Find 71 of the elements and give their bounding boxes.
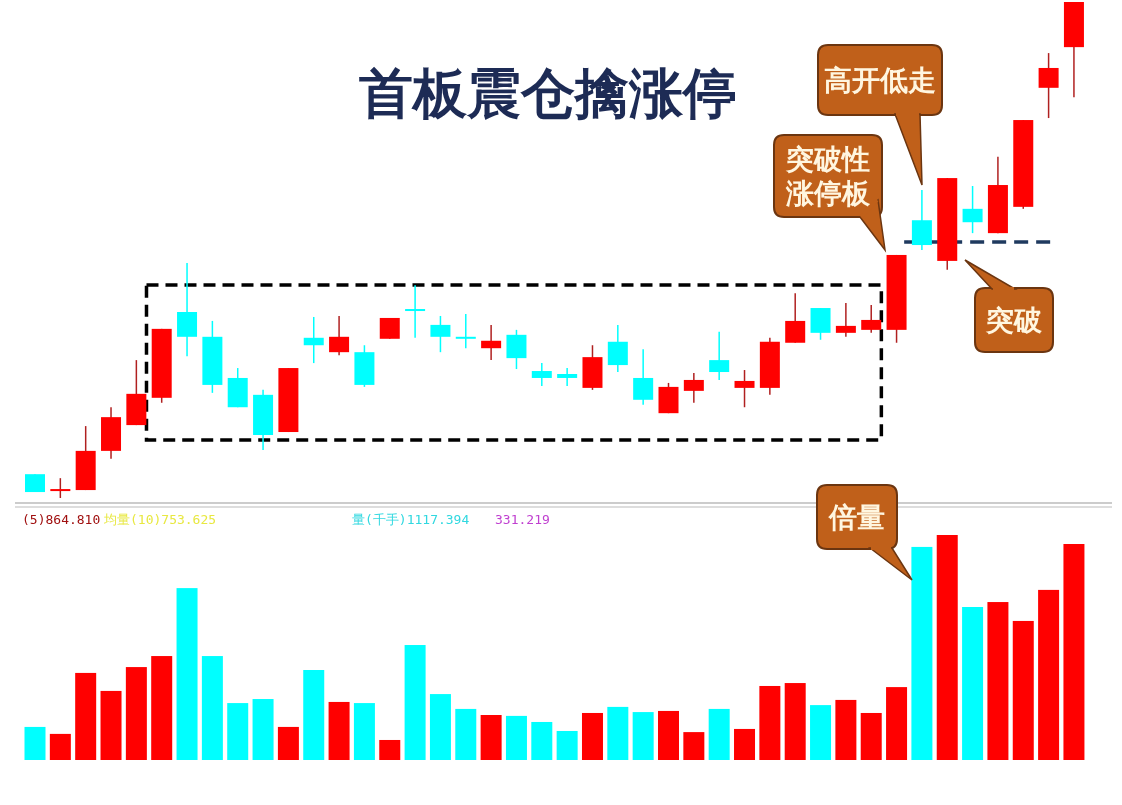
bar <box>303 670 325 760</box>
bar <box>860 712 882 760</box>
bar <box>24 726 46 760</box>
bar <box>328 701 350 760</box>
annotation: 突破性涨停板 <box>785 143 871 210</box>
bar <box>1012 620 1034 760</box>
bar <box>176 588 198 760</box>
bar <box>708 708 730 760</box>
bar <box>353 703 375 760</box>
bar <box>683 732 705 760</box>
candlestick <box>861 304 882 334</box>
bar <box>987 602 1009 760</box>
bar <box>886 687 908 760</box>
candlestick <box>455 313 476 349</box>
candlestick <box>633 348 654 406</box>
candlestick <box>303 316 324 364</box>
bar <box>784 683 806 760</box>
bar <box>201 656 223 760</box>
bar <box>1038 589 1060 760</box>
text: 均量(10)753.625 <box>103 512 217 527</box>
bar <box>151 656 173 760</box>
candlestick <box>835 302 856 338</box>
candlestick <box>481 324 502 361</box>
candlestick <box>430 315 451 353</box>
bar <box>581 712 603 760</box>
text: 首板震仓擒涨停 <box>359 61 737 125</box>
bar <box>252 699 274 760</box>
bar <box>49 733 71 760</box>
candlestick <box>734 369 755 408</box>
candlestick <box>607 324 628 373</box>
candlestick <box>329 315 350 356</box>
bar <box>455 708 477 760</box>
bar <box>632 712 654 760</box>
bar <box>379 739 401 760</box>
candlestick <box>962 185 983 234</box>
bar <box>734 728 756 760</box>
bar <box>1063 544 1085 760</box>
text: 331.219 <box>495 512 550 527</box>
bar <box>810 705 832 760</box>
candlestick <box>506 329 527 370</box>
bar <box>835 699 857 760</box>
bar <box>125 667 147 760</box>
annotation: 突破 <box>985 304 1042 337</box>
annotation: 高开低走 <box>824 64 936 97</box>
candlestick <box>531 362 552 387</box>
bar <box>531 721 553 760</box>
bar <box>75 672 97 760</box>
bar <box>429 694 451 760</box>
candlestick <box>709 331 730 381</box>
bar <box>100 690 122 760</box>
candlestick <box>50 477 71 499</box>
candlestick <box>405 284 426 339</box>
bar <box>227 703 249 760</box>
bar <box>936 535 958 760</box>
bar <box>962 607 984 760</box>
bar <box>277 726 299 760</box>
candlestick <box>785 292 806 344</box>
candlestick <box>557 367 578 387</box>
bar <box>556 730 578 760</box>
candlestick <box>683 372 704 404</box>
bar <box>658 710 679 760</box>
text: (5)864.810 <box>22 512 101 527</box>
bar <box>759 685 781 760</box>
bar <box>911 546 933 760</box>
bar <box>480 715 502 760</box>
text: 倍量 <box>828 501 885 534</box>
bar <box>404 645 426 760</box>
bar <box>505 715 527 760</box>
bar <box>607 706 629 760</box>
candlestick <box>1038 52 1059 119</box>
text: 量(千手)1117.394 <box>352 512 470 527</box>
